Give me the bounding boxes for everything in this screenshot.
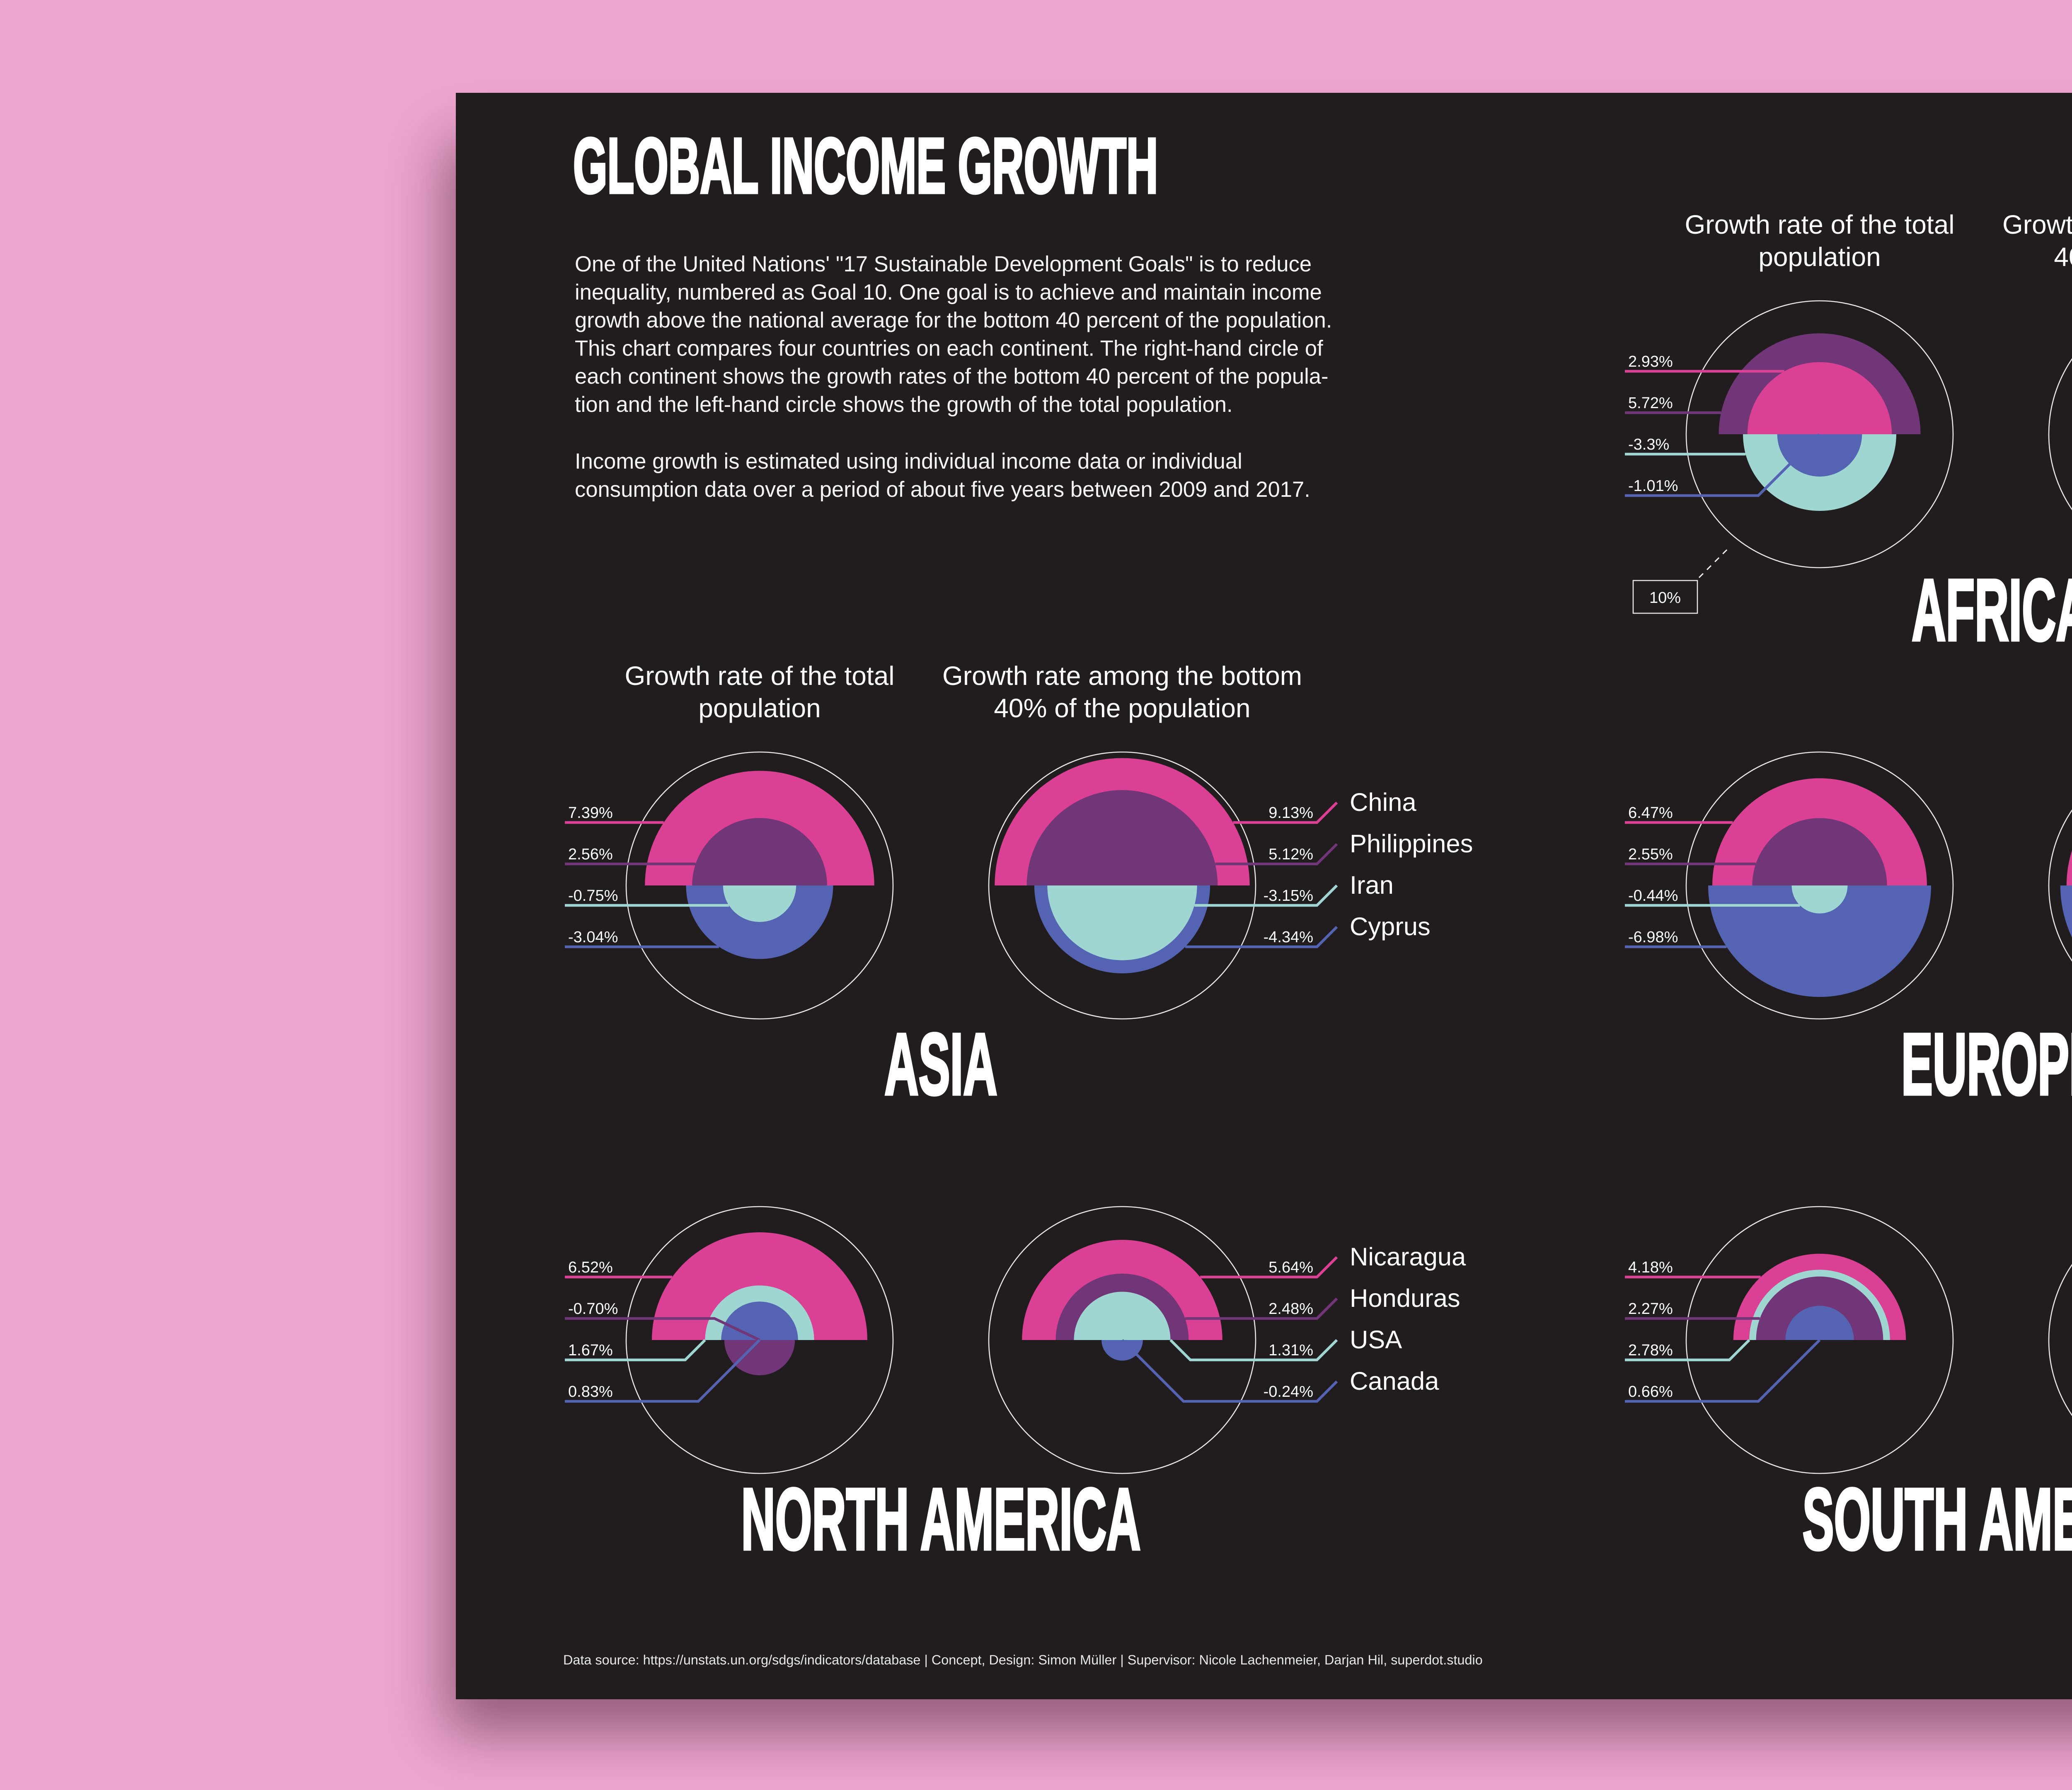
svg-text:-0.70%: -0.70% [568,1300,618,1318]
svg-text:2.27%: 2.27% [1628,1300,1673,1318]
svg-text:2.78%: 2.78% [1628,1342,1673,1359]
svg-text:consumption data over a period: consumption data over a period of about … [575,477,1310,502]
svg-text:Growth rate among the bottom: Growth rate among the bottom [942,661,1302,691]
svg-text:AFRICA: AFRICA [1912,561,2072,659]
svg-text:Canada: Canada [1350,1367,1439,1396]
svg-text:2.93%: 2.93% [1628,353,1673,370]
svg-text:-4.34%: -4.34% [1264,929,1313,946]
svg-text:-0.75%: -0.75% [568,887,618,905]
svg-text:Growth rate of the total: Growth rate of the total [625,661,895,691]
svg-text:5.72%: 5.72% [1628,394,1673,412]
svg-text:-1.01%: -1.01% [1628,477,1678,495]
svg-text:Growth rate among the bottom: Growth rate among the bottom [2002,210,2072,239]
svg-text:NORTH AMERICA: NORTH AMERICA [741,1471,1140,1568]
svg-text:Income growth is estimated usi: Income growth is estimated using individ… [575,449,1242,474]
svg-text:-6.98%: -6.98% [1628,929,1678,946]
svg-text:1.67%: 1.67% [568,1342,613,1359]
svg-text:5.64%: 5.64% [1268,1259,1313,1276]
svg-text:SOUTH AMERICA: SOUTH AMERICA [1803,1471,2072,1568]
svg-text:-0.24%: -0.24% [1264,1383,1313,1401]
svg-text:ASIA: ASIA [884,1016,997,1113]
svg-text:9.13%: 9.13% [1268,804,1313,822]
svg-text:Data source: https://unstats.u: Data source: https://unstats.un.org/sdgs… [563,1652,1483,1667]
svg-text:each continent shows the growt: each continent shows the growth rates of… [575,364,1329,389]
svg-text:40% of the population: 40% of the population [2054,242,2072,272]
svg-text:USA: USA [1350,1326,1402,1354]
svg-text:Iran: Iran [1350,871,1394,900]
svg-text:2.56%: 2.56% [568,846,613,863]
svg-text:One of the United Nations' "17: One of the United Nations' "17 Sustainab… [575,252,1312,276]
svg-text:Philippines: Philippines [1350,830,1473,858]
svg-text:Honduras: Honduras [1350,1284,1460,1313]
svg-text:GLOBAL INCOME GROWTH: GLOBAL INCOME GROWTH [573,122,1158,210]
svg-text:Growth rate of the total: Growth rate of the total [1685,210,1955,239]
svg-text:-0.44%: -0.44% [1628,887,1678,905]
svg-text:inequality, numbered as Goal 1: inequality, numbered as Goal 10. One goa… [575,280,1322,305]
svg-text:10%: 10% [1649,589,1681,607]
svg-text:7.39%: 7.39% [568,804,613,822]
svg-text:growth above the national aver: growth above the national average for th… [575,308,1332,333]
svg-text:This chart compares four count: This chart compares four countries on ea… [575,336,1323,360]
svg-text:tion and the left-hand circle: tion and the left-hand circle shows the … [575,392,1233,417]
svg-text:Nicaragua: Nicaragua [1350,1243,1466,1271]
svg-text:2.48%: 2.48% [1268,1300,1313,1318]
svg-text:-3.15%: -3.15% [1264,887,1313,905]
svg-text:2.55%: 2.55% [1628,846,1673,863]
svg-text:population: population [698,693,821,723]
svg-text:Cyprus: Cyprus [1350,912,1431,941]
svg-text:0.66%: 0.66% [1628,1383,1673,1401]
svg-text:6.52%: 6.52% [568,1259,613,1276]
svg-text:-3.3%: -3.3% [1628,436,1669,453]
svg-text:0.83%: 0.83% [568,1383,613,1401]
svg-text:4.18%: 4.18% [1628,1259,1673,1276]
svg-text:40% of the population: 40% of the population [994,693,1250,723]
svg-text:China: China [1350,788,1416,817]
svg-text:5.12%: 5.12% [1268,846,1313,863]
svg-text:EUROPE: EUROPE [1901,1016,2072,1113]
svg-text:6.47%: 6.47% [1628,804,1673,822]
svg-text:population: population [1758,242,1881,272]
svg-text:-3.04%: -3.04% [568,929,618,946]
svg-text:1.31%: 1.31% [1268,1342,1313,1359]
